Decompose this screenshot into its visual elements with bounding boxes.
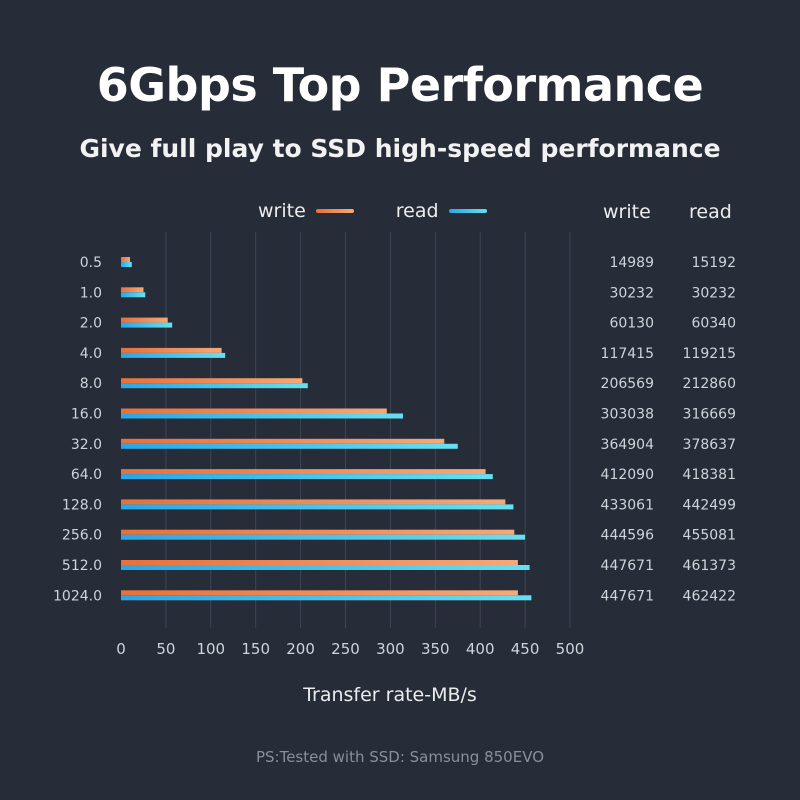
bar-write bbox=[121, 438, 445, 444]
bar-write bbox=[121, 378, 303, 384]
bar-read bbox=[121, 474, 493, 480]
table-cell-read: 418381 bbox=[683, 467, 736, 483]
bar-write bbox=[121, 287, 144, 293]
x-tick-label: 300 bbox=[376, 640, 405, 658]
bar-read bbox=[121, 352, 226, 358]
table-cell-write: 447671 bbox=[601, 588, 654, 604]
y-tick-label: 512.0 bbox=[62, 558, 102, 574]
y-tick-label: 1.0 bbox=[80, 285, 102, 301]
table-cell-read: 119215 bbox=[683, 346, 736, 362]
bar-write bbox=[121, 499, 506, 505]
bar-write bbox=[121, 560, 518, 565]
table-cell-write: 364904 bbox=[601, 437, 655, 453]
table-cell-write: 412090 bbox=[601, 467, 654, 483]
y-tick-label: 16.0 bbox=[71, 407, 102, 423]
y-tick-label: 0.5 bbox=[80, 255, 102, 271]
bar-read bbox=[121, 262, 132, 267]
y-tick-label: 64.0 bbox=[71, 467, 102, 483]
axis-labels: 0 50 100 150 200 250 300 350 400 450 500 0.5 1.0 2.0 4… bbox=[53, 255, 584, 658]
bar-read bbox=[121, 383, 308, 389]
y-tick-label: 128.0 bbox=[62, 497, 102, 513]
x-tick-label: 400 bbox=[466, 640, 495, 658]
y-tick-label: 4.0 bbox=[80, 346, 102, 362]
y-tick-label: 32.0 bbox=[71, 437, 102, 453]
table-cell-write: 303038 bbox=[601, 407, 654, 423]
table-cell-read: 15192 bbox=[691, 255, 736, 271]
x-axis-title: Transfer rate-MB/s bbox=[303, 684, 477, 706]
value-table: 14989 15192 30232 30232 60130 60340 117415 1192… bbox=[601, 255, 736, 604]
page-subtitle: Give full play to SSD high-speed perform… bbox=[79, 134, 721, 163]
legend-read-swatch bbox=[448, 209, 487, 213]
bar-write bbox=[121, 317, 168, 323]
x-tick-label: 500 bbox=[556, 640, 585, 658]
table-cell-write: 30232 bbox=[609, 285, 654, 301]
bar-write bbox=[121, 347, 222, 353]
table-cell-read: 30232 bbox=[691, 285, 736, 301]
table-cell-read: 442499 bbox=[683, 497, 736, 513]
footnote: PS:Tested with SSD: Samsung 850EVO bbox=[255, 748, 545, 766]
legend-write-swatch bbox=[315, 209, 354, 213]
bar-write bbox=[121, 469, 486, 475]
table-cell-read: 462422 bbox=[683, 588, 736, 604]
x-tick-label: 450 bbox=[511, 640, 540, 658]
bars bbox=[121, 257, 532, 601]
y-tick-label: 8.0 bbox=[80, 376, 102, 392]
bar-read bbox=[121, 595, 532, 601]
x-tick-label: 50 bbox=[156, 640, 175, 658]
table-header-write: write bbox=[603, 201, 651, 223]
y-tick-label: 2.0 bbox=[80, 316, 102, 332]
y-tick-label: 1024.0 bbox=[53, 588, 102, 604]
x-tick-label: 200 bbox=[286, 640, 315, 658]
bar-write bbox=[121, 529, 515, 535]
bar-write bbox=[121, 408, 387, 414]
table-cell-read: 455081 bbox=[683, 528, 736, 544]
x-tick-label: 100 bbox=[196, 640, 225, 658]
bar-read bbox=[121, 413, 403, 419]
x-tick-label: 0 bbox=[116, 640, 126, 658]
table-cell-write: 433061 bbox=[601, 497, 654, 513]
bar-read bbox=[121, 443, 458, 449]
table-cell-read: 461373 bbox=[683, 558, 736, 574]
table-cell-read: 60340 bbox=[691, 316, 736, 332]
chart-legend: write read bbox=[258, 200, 529, 222]
bar-write bbox=[121, 590, 518, 596]
table-cell-write: 14989 bbox=[609, 255, 654, 271]
x-tick-label: 350 bbox=[421, 640, 450, 658]
legend-write-label: write bbox=[258, 200, 306, 222]
bar-read bbox=[121, 565, 530, 570]
x-tick-label: 250 bbox=[331, 640, 360, 658]
table-cell-write: 444596 bbox=[601, 528, 655, 544]
table-header-read: read bbox=[689, 201, 732, 223]
bar-read bbox=[121, 292, 146, 298]
bar-read bbox=[121, 504, 514, 510]
table-cell-read: 212860 bbox=[683, 376, 736, 392]
bar-write bbox=[121, 257, 130, 262]
table-cell-write: 60130 bbox=[609, 316, 654, 332]
table-cell-write: 206569 bbox=[601, 376, 654, 392]
bar-read bbox=[121, 534, 526, 540]
y-tick-label: 256.0 bbox=[62, 528, 102, 544]
table-cell-read: 316669 bbox=[683, 407, 736, 423]
bar-read bbox=[121, 322, 173, 328]
table-cell-write: 447671 bbox=[601, 558, 654, 574]
page-title: 6Gbps Top Performance bbox=[96, 58, 704, 112]
table-cell-read: 378637 bbox=[683, 437, 736, 453]
table-cell-write: 117415 bbox=[601, 346, 654, 362]
legend-read-label: read bbox=[395, 200, 439, 222]
x-tick-label: 150 bbox=[241, 640, 270, 658]
